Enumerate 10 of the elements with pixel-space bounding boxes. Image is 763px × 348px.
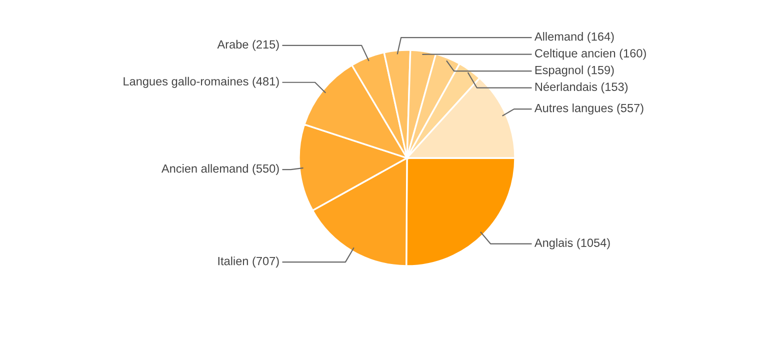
slice-label: Espagnol (159) (535, 66, 614, 77)
slice-label: Arabe (215) (217, 40, 279, 51)
slice-label: Langues gallo-romaines (481) (124, 76, 279, 88)
slice-label: Celtique ancien (160) (535, 48, 646, 60)
slice-label: Ancien allemand (550) (161, 164, 279, 176)
slice-label: Néerlandais (153) (535, 82, 628, 94)
slice-label: Autres langues (557) (534, 104, 644, 115)
slice-label: Italien (707) (218, 256, 279, 268)
slice-label: Anglais (1054) (534, 238, 610, 250)
slice-label: Allemand (164) (534, 32, 614, 44)
